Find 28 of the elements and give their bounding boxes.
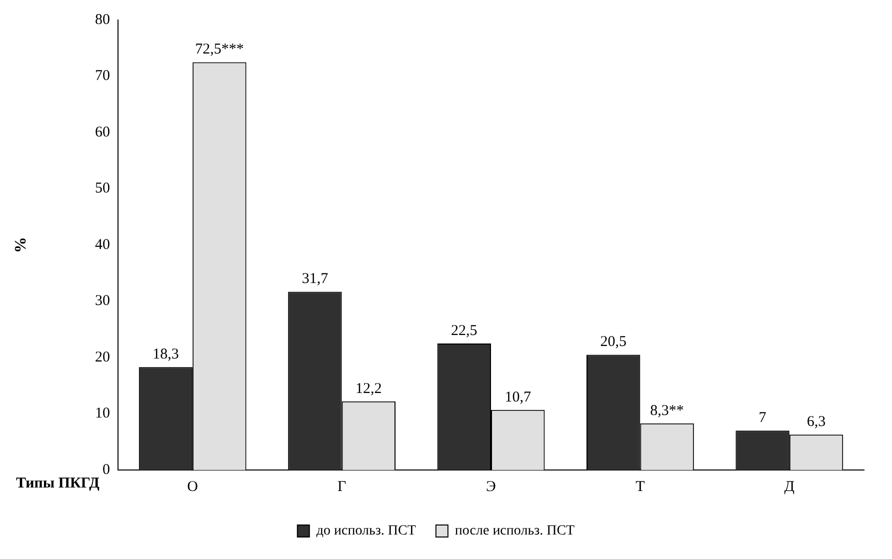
x-tick-label: Т xyxy=(636,478,645,495)
y-tick-label: 0 xyxy=(102,462,110,478)
legend-label: после использ. ПСТ xyxy=(454,524,576,539)
x-tick-label: О xyxy=(187,478,198,495)
data-label: 8,3** xyxy=(650,402,684,419)
data-label: 12,2 xyxy=(356,380,382,397)
y-tick-label: 30 xyxy=(95,293,110,310)
y-tick-label: 10 xyxy=(95,406,110,422)
data-label: 10,7 xyxy=(504,389,532,406)
y-tick-label: 50 xyxy=(95,180,110,197)
data-label: 31,7 xyxy=(302,271,329,288)
y-axis-title: % xyxy=(12,237,30,253)
x-tick-label: Г xyxy=(337,478,346,495)
legend-label: до использ. ПСТ xyxy=(316,524,416,539)
data-label: 6,3 xyxy=(806,414,826,430)
y-tick-label: 60 xyxy=(95,124,110,140)
y-tick-label: 20 xyxy=(95,349,110,366)
data-label: 72,5*** xyxy=(195,42,244,58)
x-tick-label: Э xyxy=(486,478,496,495)
x-tick-label: Д xyxy=(784,478,795,495)
x-axis-title: Типы ПКГД xyxy=(16,475,100,492)
data-label: 18,3 xyxy=(152,346,179,362)
y-tick-label: 70 xyxy=(95,68,110,84)
y-tick-label: 80 xyxy=(95,12,110,28)
y-tick-label: 40 xyxy=(95,236,110,253)
data-label: 7 xyxy=(758,410,767,426)
data-label: 22,5 xyxy=(451,322,478,339)
data-label: 20,5 xyxy=(600,334,626,350)
